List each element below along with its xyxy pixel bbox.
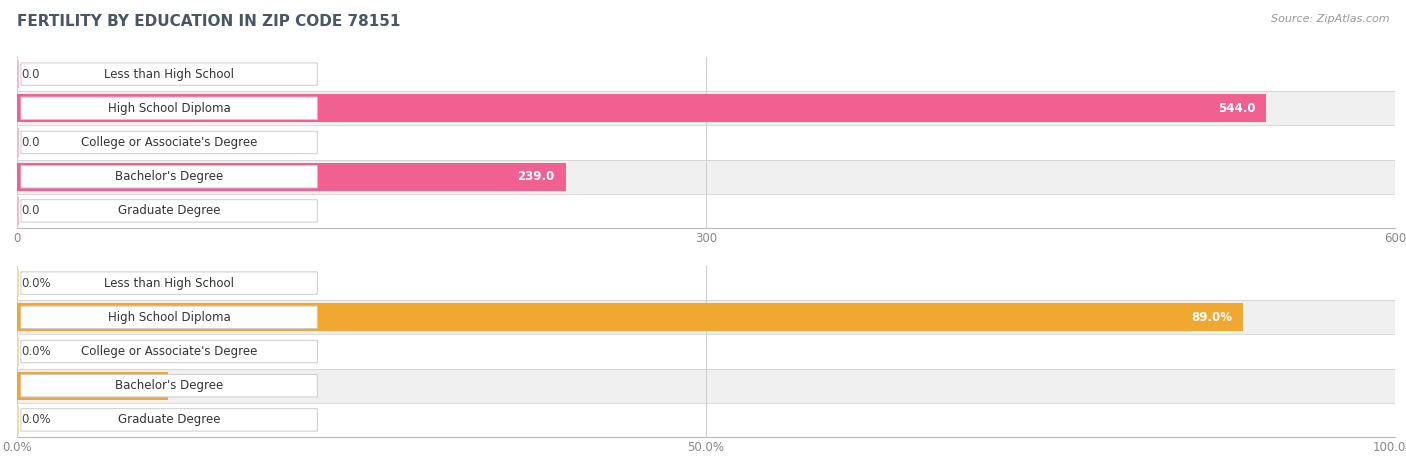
Bar	[17, 57, 1395, 91]
Bar	[17, 194, 1395, 228]
Text: Less than High School: Less than High School	[104, 67, 235, 81]
Text: 89.0%: 89.0%	[1191, 311, 1232, 324]
FancyBboxPatch shape	[21, 272, 318, 294]
Bar	[17, 162, 565, 191]
Text: Source: ZipAtlas.com: Source: ZipAtlas.com	[1271, 14, 1389, 24]
Text: 0.0%: 0.0%	[21, 413, 51, 427]
FancyBboxPatch shape	[21, 306, 318, 329]
Text: College or Associate's Degree: College or Associate's Degree	[82, 136, 257, 149]
Bar	[17, 125, 1395, 160]
Bar	[17, 369, 1395, 403]
Bar	[17, 300, 1395, 334]
Bar	[17, 94, 1267, 123]
Bar	[17, 197, 18, 225]
Bar	[17, 160, 1395, 194]
FancyBboxPatch shape	[21, 200, 318, 222]
Bar	[17, 334, 1395, 369]
FancyBboxPatch shape	[21, 165, 318, 188]
Bar	[17, 91, 1395, 125]
Text: 0.0: 0.0	[21, 67, 39, 81]
Text: Graduate Degree: Graduate Degree	[118, 204, 221, 218]
FancyBboxPatch shape	[21, 340, 318, 363]
Bar	[17, 303, 1243, 332]
Text: College or Associate's Degree: College or Associate's Degree	[82, 345, 257, 358]
FancyBboxPatch shape	[21, 131, 318, 154]
Text: 239.0: 239.0	[517, 170, 555, 183]
FancyBboxPatch shape	[21, 374, 318, 397]
Bar	[17, 371, 169, 400]
Text: High School Diploma: High School Diploma	[108, 102, 231, 115]
Bar	[17, 406, 18, 434]
Bar	[17, 128, 18, 157]
Text: Bachelor's Degree: Bachelor's Degree	[115, 379, 224, 392]
Text: 0.0: 0.0	[21, 204, 39, 218]
Bar	[17, 266, 1395, 300]
Text: 0.0%: 0.0%	[21, 345, 51, 358]
Bar	[17, 337, 18, 366]
FancyBboxPatch shape	[21, 63, 318, 86]
Bar	[17, 60, 18, 88]
Text: 11.0%: 11.0%	[117, 379, 157, 392]
Text: FERTILITY BY EDUCATION IN ZIP CODE 78151: FERTILITY BY EDUCATION IN ZIP CODE 78151	[17, 14, 401, 29]
Bar	[17, 403, 1395, 437]
FancyBboxPatch shape	[21, 97, 318, 120]
Text: High School Diploma: High School Diploma	[108, 311, 231, 324]
Text: Bachelor's Degree: Bachelor's Degree	[115, 170, 224, 183]
Bar	[17, 269, 18, 297]
Text: Graduate Degree: Graduate Degree	[118, 413, 221, 427]
Text: 544.0: 544.0	[1218, 102, 1256, 115]
Text: 0.0%: 0.0%	[21, 276, 51, 290]
Text: 0.0: 0.0	[21, 136, 39, 149]
Text: Less than High School: Less than High School	[104, 276, 235, 290]
FancyBboxPatch shape	[21, 408, 318, 431]
